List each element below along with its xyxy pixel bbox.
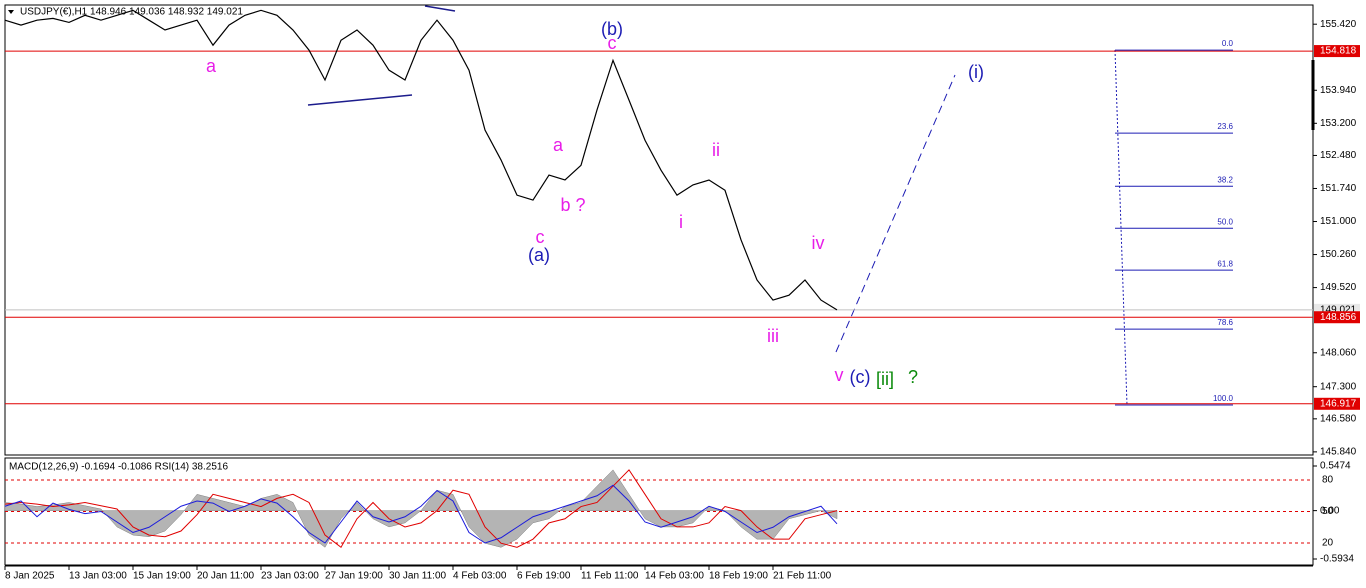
x-tick-label: 23 Jan 03:00 bbox=[261, 571, 319, 582]
wave-label: iv bbox=[812, 233, 825, 253]
indicator-line bbox=[4, 469, 838, 549]
y-tick-label: 151.740 bbox=[1320, 183, 1357, 194]
menu-arrow bbox=[8, 10, 14, 14]
fib-label: 78.6 bbox=[1217, 318, 1233, 327]
wave-label: c bbox=[536, 227, 545, 247]
price-level-box bbox=[1314, 45, 1360, 58]
fib-trend-line bbox=[1114, 49, 1128, 406]
y-tick-label: 151.000 bbox=[1320, 216, 1357, 227]
fib-label: 23.6 bbox=[1217, 122, 1233, 131]
price-level-box bbox=[1314, 311, 1360, 324]
wave-label: b ? bbox=[560, 195, 585, 215]
projection-line bbox=[835, 74, 956, 353]
x-tick-label: 20 Jan 11:00 bbox=[197, 571, 255, 582]
indicator-line bbox=[4, 484, 838, 544]
fib-label: 50.0 bbox=[1217, 217, 1233, 226]
current-price-label: 149.021 bbox=[1320, 305, 1357, 316]
fib-label: 0.0 bbox=[1222, 39, 1234, 48]
chart-title: USDJPY(€),H1 148.946 149.036 148.932 149… bbox=[20, 7, 243, 18]
price-level-label: 148.856 bbox=[1320, 312, 1357, 323]
y-tick-label: 0.5474 bbox=[1320, 461, 1351, 472]
y-tick-label: 150.260 bbox=[1320, 249, 1357, 260]
y-tick-label: 153.940 bbox=[1320, 85, 1357, 96]
y-tick-label: 0.00 bbox=[1320, 505, 1340, 516]
y-tick-label: 147.300 bbox=[1320, 381, 1357, 392]
wave-label: iii bbox=[767, 326, 779, 346]
price-level-label: 154.818 bbox=[1320, 46, 1357, 57]
y2-tick-label: 50 bbox=[1322, 506, 1334, 517]
x-tick-label: 4 Feb 03:00 bbox=[453, 571, 507, 582]
y-tick-label: 148.060 bbox=[1320, 347, 1357, 358]
wave-label: (c) bbox=[850, 367, 871, 387]
y-tick-label: 145.840 bbox=[1320, 447, 1357, 458]
x-tick-label: 15 Jan 19:00 bbox=[133, 571, 191, 582]
x-tick-label: 18 Feb 19:00 bbox=[709, 571, 768, 582]
x-tick-label: 8 Jan 2025 bbox=[5, 571, 55, 582]
wave-label: c bbox=[608, 33, 617, 53]
x-tick-label: 27 Jan 19:00 bbox=[325, 571, 383, 582]
y2-tick-label: 20 bbox=[1322, 538, 1334, 549]
x-tick-label: 13 Jan 03:00 bbox=[69, 571, 127, 582]
fib-label: 61.8 bbox=[1217, 259, 1233, 268]
y-tick-label: 149.520 bbox=[1320, 282, 1357, 293]
wedge-line bbox=[424, 5, 456, 12]
wave-label: ? bbox=[908, 367, 918, 387]
wave-label: (i) bbox=[968, 62, 984, 82]
wave-label: a bbox=[553, 135, 564, 155]
wave-label: [ii] bbox=[876, 369, 894, 389]
price-line bbox=[4, 9, 838, 311]
main-frame bbox=[4, 4, 1314, 456]
macd-histogram bbox=[4, 469, 838, 548]
y2-tick-label: 80 bbox=[1322, 475, 1334, 486]
wave-label: v bbox=[835, 365, 844, 385]
y-tick-label: -0.5934 bbox=[1320, 554, 1354, 565]
x-tick-label: 14 Feb 03:00 bbox=[645, 571, 704, 582]
y-tick-label: 155.420 bbox=[1320, 19, 1357, 30]
wedge-line bbox=[307, 94, 413, 106]
price-level-box bbox=[1314, 397, 1360, 410]
x-tick-label: 11 Feb 11:00 bbox=[581, 571, 639, 582]
fib-label: 100.0 bbox=[1213, 394, 1234, 403]
price-level-label: 146.917 bbox=[1320, 398, 1357, 409]
wave-label: (a) bbox=[528, 245, 550, 265]
indicator-title: MACD(12,26,9) -0.1694 -0.1086 RSI(14) 38… bbox=[9, 462, 228, 473]
x-tick-label: 30 Jan 11:00 bbox=[389, 571, 447, 582]
y-tick-label: 153.200 bbox=[1320, 118, 1357, 129]
y-tick-label: 146.580 bbox=[1320, 413, 1357, 424]
wave-label: a bbox=[206, 56, 217, 76]
x-tick-label: 6 Feb 19:00 bbox=[517, 571, 571, 582]
wave-label: (b) bbox=[601, 19, 623, 39]
x-tick-label: 21 Feb 11:00 bbox=[773, 571, 832, 582]
y-tick-label: 152.480 bbox=[1320, 150, 1357, 161]
fib-label: 38.2 bbox=[1217, 175, 1233, 184]
wave-label: ii bbox=[712, 140, 720, 160]
wave-label: i bbox=[679, 212, 683, 232]
